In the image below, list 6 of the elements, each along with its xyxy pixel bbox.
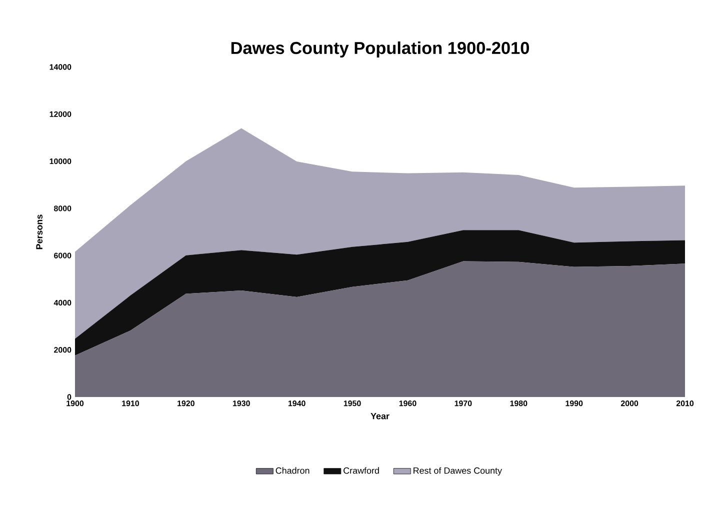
chart-title: Dawes County Population 1900-2010 — [231, 41, 530, 58]
x-axis-title: Year — [370, 413, 390, 420]
y-axis-title: Persons — [36, 214, 42, 250]
legend-label: Chadron — [276, 467, 310, 474]
legend-label: Crawford — [344, 467, 379, 474]
legend-label: Rest of Dawes County — [414, 467, 502, 476]
